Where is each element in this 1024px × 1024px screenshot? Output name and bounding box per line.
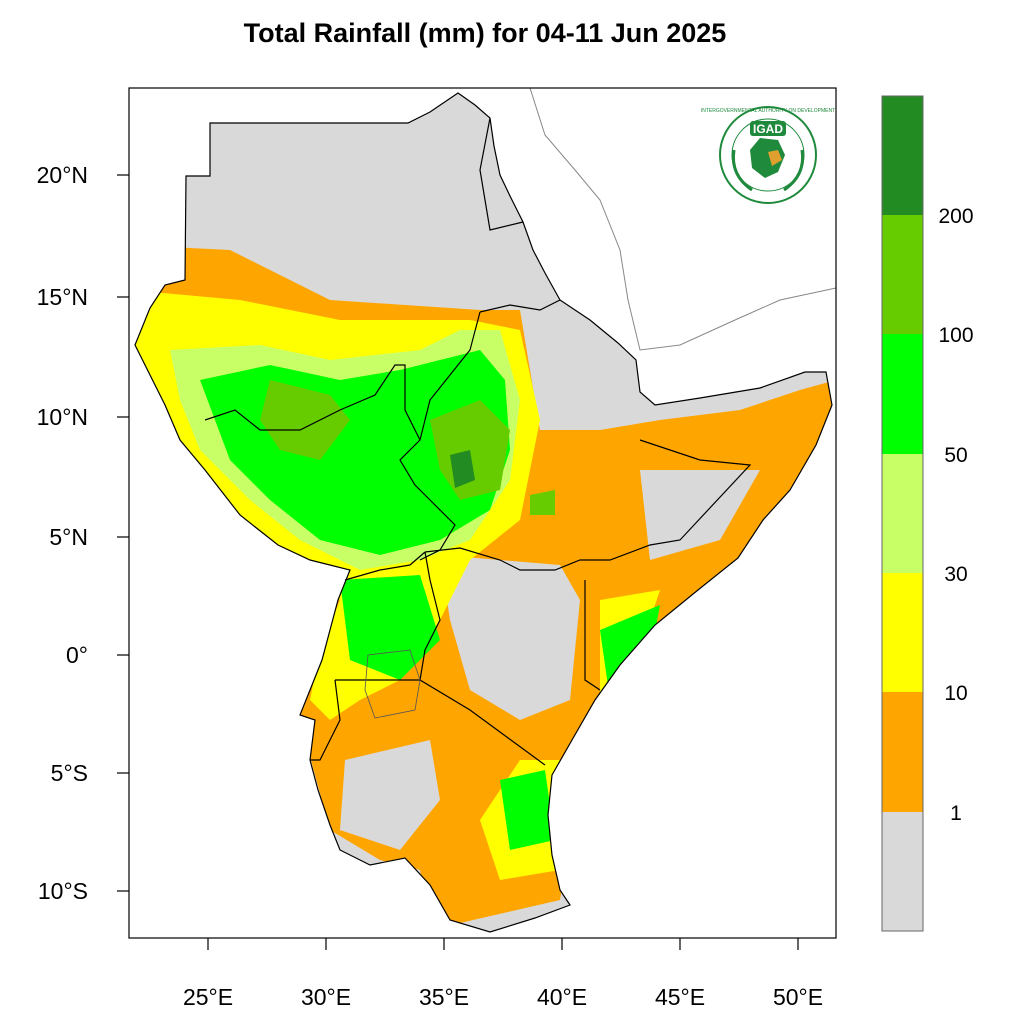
zone-50-100mm-tanzania-coast xyxy=(500,770,555,850)
lon-tick-label: 40°E xyxy=(537,984,587,1010)
border-kenya-tanzania xyxy=(335,679,546,766)
logo-badge xyxy=(750,121,786,136)
colorbar-swatch xyxy=(882,334,923,454)
colorbar-swatch xyxy=(882,573,923,692)
zone-above-200mm xyxy=(450,450,475,488)
colorbar-swatch xyxy=(882,812,923,931)
zone-100-200mm-ethiopia-s xyxy=(530,490,555,515)
lon-tick-marks xyxy=(207,938,799,950)
laurel-right-icon xyxy=(783,149,805,192)
map-frame xyxy=(128,87,837,939)
colorbar-swatch xyxy=(882,692,923,812)
zone-below-1mm-tanzania-w xyxy=(340,740,440,850)
igad-logo: IGAD INTERGOVERNMENTAL AUTHORITY ON DEVE… xyxy=(701,106,835,204)
colorbar-label: 50 xyxy=(944,444,967,467)
colorbar-swatch xyxy=(882,215,923,334)
colorbar-label: 1 xyxy=(950,802,962,825)
colorbar-swatch xyxy=(882,96,923,215)
border-uganda-southsudan xyxy=(344,551,426,581)
colorbar-label: 10 xyxy=(944,682,967,705)
lon-tick-label: 25°E xyxy=(183,984,233,1010)
zone-100-200mm-sudan xyxy=(260,380,350,460)
country-borders xyxy=(204,117,752,766)
colorbar-frame xyxy=(881,95,924,932)
lat-tick-label: 10°S xyxy=(38,878,88,904)
lake-victoria xyxy=(364,649,421,719)
border-sudan-southsudan xyxy=(204,364,421,441)
lat-tick-label: 5°S xyxy=(51,760,88,786)
border-sudan-eritrea xyxy=(479,117,524,231)
lon-tick-label: 35°E xyxy=(419,984,469,1010)
colorbar-label: 100 xyxy=(938,324,973,347)
zone-below-1mm-kenya xyxy=(440,555,580,720)
lon-tick-label: 50°E xyxy=(773,984,823,1010)
border-ethiopia-somalia-kenya xyxy=(424,439,752,571)
lat-tick-marks xyxy=(117,174,129,892)
zone-50-100mm-uganda xyxy=(340,575,440,680)
map-title: Total Rainfall (mm) for 04-11 Jun 2025 xyxy=(243,18,727,48)
colorbar-label: 30 xyxy=(944,563,967,586)
logo-ring-text: INTERGOVERNMENTAL AUTHORITY ON DEVELOPME… xyxy=(701,108,835,114)
lat-tick-label: 20°N xyxy=(37,162,88,188)
zone-below-1mm-somalia xyxy=(640,470,760,560)
zone-below-1mm-ethiopia xyxy=(530,320,630,420)
lat-tick-label: 0° xyxy=(66,642,88,668)
border-rwanda-burundi-tanzania xyxy=(310,679,341,761)
igad-region-icon xyxy=(768,150,782,166)
lat-tick-label: 10°N xyxy=(37,404,88,430)
border-uganda-kenya xyxy=(419,551,441,681)
lon-tick-label: 45°E xyxy=(655,984,705,1010)
colorbar-swatch xyxy=(882,454,923,573)
border-kenya-somalia xyxy=(584,580,601,691)
laurel-left-icon xyxy=(731,149,753,192)
colorbar-label: 200 xyxy=(938,205,973,228)
africa-map-icon xyxy=(750,138,785,178)
arabia-coastline xyxy=(529,87,837,351)
region-outline xyxy=(134,92,833,933)
logo-text: IGAD xyxy=(753,122,783,136)
lon-tick-label: 30°E xyxy=(301,984,351,1010)
lat-tick-label: 5°N xyxy=(49,524,88,550)
lat-tick-label: 15°N xyxy=(37,284,88,310)
border-eritrea-ethiopia xyxy=(479,299,561,313)
colorbar xyxy=(881,95,924,932)
border-sudan-ethiopia xyxy=(399,311,481,561)
